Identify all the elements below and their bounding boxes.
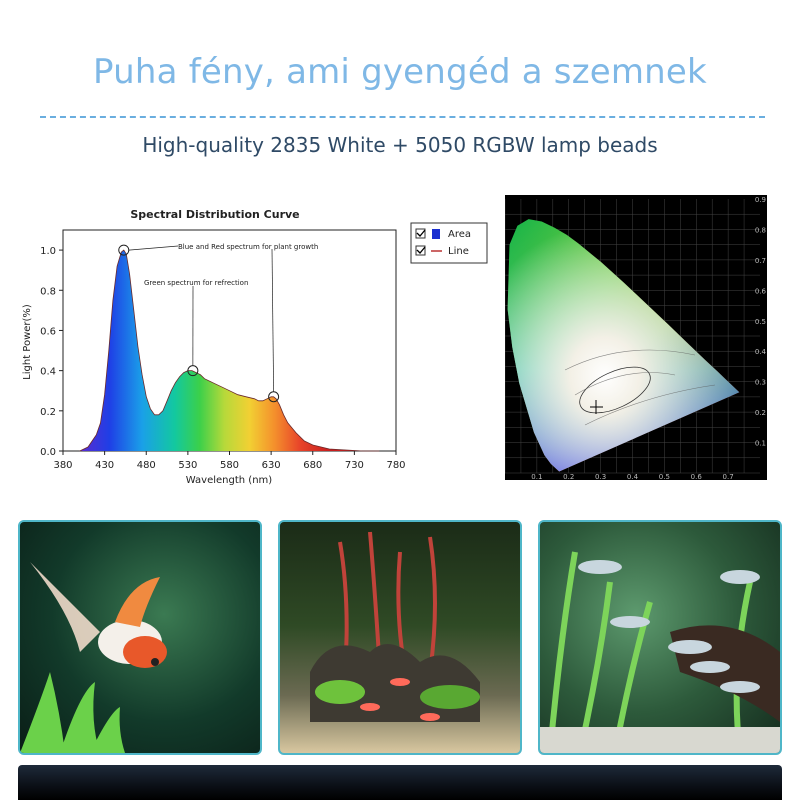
plot-area: 380 430 480 530 580 630 680 730 780 0.0 0.2 0.4 0.6 0… <box>40 229 406 471</box>
chart-title: Spectral Distribution Curve <box>130 208 299 221</box>
annotations: Blue and Red spectrum for plant growth Gr… <box>118 243 318 403</box>
cie-x-tick-label: 0.3 <box>595 473 606 480</box>
planckian-ellipse <box>579 366 651 414</box>
x-tick-label: 580 <box>220 460 239 471</box>
cie-x-tick-label: 0.2 <box>563 473 574 480</box>
cie-y-tick-label: 0.4 <box>755 348 767 356</box>
y-tick-label: 1.0 <box>40 246 56 257</box>
page-title: Puha fény, ami gyengéd a szemnek <box>93 52 707 92</box>
cie-ticks: 0.1 0.2 0.3 0.4 0.5 0.6 0.7 0.1 0.2 0.3 0.4 0.5 0.6 0… <box>531 196 766 480</box>
cie-y-tick-label: 0.1 <box>755 440 766 448</box>
cie-y-tick-label: 0.2 <box>755 409 766 417</box>
y-tick-label: 0.4 <box>40 367 56 378</box>
x-tick-label: 530 <box>178 460 197 471</box>
page-subtitle: High-quality 2835 White + 5050 RGBW lamp… <box>142 133 658 157</box>
x-tick-label: 780 <box>386 460 405 471</box>
x-tick-label: 480 <box>137 460 156 471</box>
y-tick-label: 0.0 <box>40 447 56 458</box>
cie-y-tick-label: 0.5 <box>755 318 766 326</box>
y-tick-label: 0.8 <box>40 286 56 297</box>
cie-chromaticity-diagram: 0.1 0.2 0.3 0.4 0.5 0.6 0.7 0.1 0.2 0.3 0.4 0.5 0.6 0… <box>505 195 767 480</box>
cie-x-tick-label: 0.1 <box>531 473 542 480</box>
area-checkbox-icon <box>415 228 426 239</box>
cie-x-tick-label: 0.7 <box>723 473 734 480</box>
x-tick-label: 430 <box>95 460 114 471</box>
aquarium-photo-goldfish <box>18 520 262 755</box>
line-checkbox-icon <box>415 245 426 256</box>
x-tick-label: 630 <box>262 460 281 471</box>
x-tick-label: 680 <box>303 460 322 471</box>
spectrum-line <box>79 249 380 452</box>
area-swatch <box>432 229 440 239</box>
cie-y-tick-label: 0.8 <box>755 226 766 234</box>
annotation-green-label: Green spectrum for refrection <box>144 279 248 287</box>
cie-x-tick-label: 0.4 <box>627 473 639 480</box>
lamp-bar-strip <box>18 765 782 800</box>
legend-line-label: Line <box>448 246 469 257</box>
spectral-distribution-chart: Spectral Distribution Curve 380 430 480 530… <box>22 208 488 486</box>
x-axis-label: Wavelength (nm) <box>186 475 272 486</box>
y-axis-label: Light Power(%) <box>22 304 33 380</box>
spectrum-area <box>79 250 380 451</box>
goldfish-illustration <box>20 562 167 753</box>
cie-y-tick-label: 0.6 <box>755 287 767 295</box>
x-tick-label: 730 <box>345 460 364 471</box>
tetras-illustration <box>540 551 780 753</box>
aquarium-photo-tetras <box>538 520 782 755</box>
chart-legend: Area Line <box>410 222 488 264</box>
plants-illustration <box>310 531 480 722</box>
x-tick-label: 380 <box>53 460 72 471</box>
cie-y-tick-label: 0.7 <box>755 257 766 265</box>
y-tick-label: 0.2 <box>40 407 56 418</box>
cie-y-tick-label: 0.3 <box>755 379 766 387</box>
annotation-blue-red-label: Blue and Red spectrum for plant growth <box>178 243 318 251</box>
y-tick-label: 0.6 <box>40 326 56 337</box>
aquarium-photo-plants <box>278 520 522 755</box>
cie-gamut <box>507 219 740 472</box>
annotation-marker <box>118 244 130 256</box>
legend-area-label: Area <box>448 229 471 240</box>
cie-x-tick-label: 0.6 <box>691 473 703 480</box>
title-divider <box>40 116 765 118</box>
cie-y-tick-label: 0.9 <box>755 196 766 204</box>
cie-x-tick-label: 0.5 <box>659 473 670 480</box>
